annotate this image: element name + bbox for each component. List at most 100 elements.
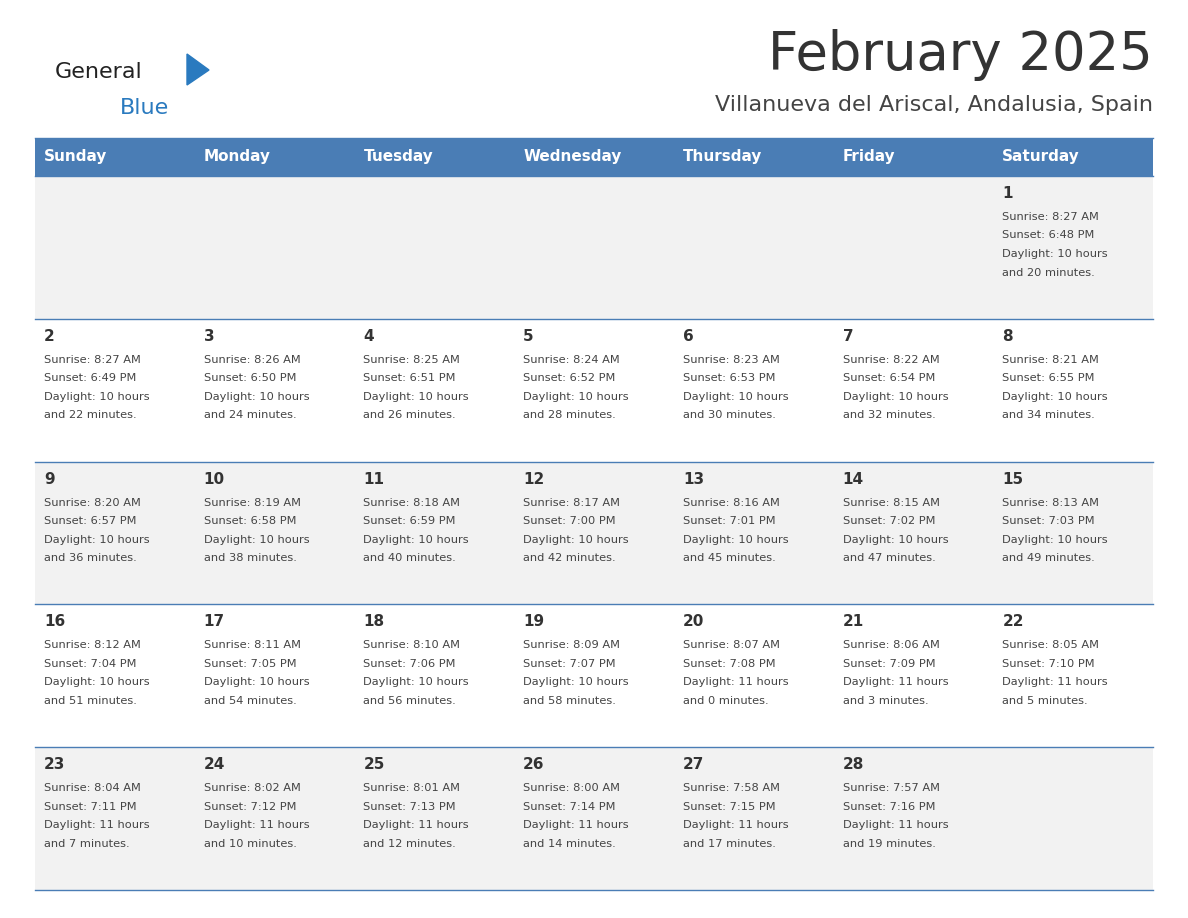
Text: 22: 22	[1003, 614, 1024, 630]
Text: Daylight: 10 hours: Daylight: 10 hours	[523, 392, 628, 402]
Text: 26: 26	[523, 757, 544, 772]
Text: Sunset: 6:57 PM: Sunset: 6:57 PM	[44, 516, 137, 526]
Text: Sunset: 7:01 PM: Sunset: 7:01 PM	[683, 516, 776, 526]
Bar	[834, 138, 993, 176]
Text: Sunset: 6:54 PM: Sunset: 6:54 PM	[842, 374, 935, 384]
Text: Monday: Monday	[203, 150, 271, 164]
Text: Sunrise: 8:15 AM: Sunrise: 8:15 AM	[842, 498, 940, 508]
Text: 24: 24	[203, 757, 225, 772]
Text: Villanueva del Ariscal, Andalusia, Spain: Villanueva del Ariscal, Andalusia, Spain	[715, 95, 1154, 115]
Text: Sunset: 6:48 PM: Sunset: 6:48 PM	[1003, 230, 1094, 241]
Bar	[34, 604, 1154, 747]
Text: Tuesday: Tuesday	[364, 150, 434, 164]
Text: Sunset: 6:55 PM: Sunset: 6:55 PM	[1003, 374, 1095, 384]
Text: Daylight: 10 hours: Daylight: 10 hours	[842, 534, 948, 544]
Text: Sunset: 6:51 PM: Sunset: 6:51 PM	[364, 374, 456, 384]
Text: Daylight: 10 hours: Daylight: 10 hours	[203, 392, 309, 402]
Text: 5: 5	[523, 329, 533, 344]
Text: Sunrise: 8:09 AM: Sunrise: 8:09 AM	[523, 641, 620, 650]
Text: Sunrise: 8:27 AM: Sunrise: 8:27 AM	[44, 354, 141, 364]
Bar	[354, 138, 514, 176]
Text: and 36 minutes.: and 36 minutes.	[44, 554, 137, 563]
Text: Daylight: 10 hours: Daylight: 10 hours	[683, 534, 789, 544]
Text: Sunrise: 8:27 AM: Sunrise: 8:27 AM	[1003, 212, 1099, 222]
Text: Daylight: 10 hours: Daylight: 10 hours	[44, 677, 150, 688]
Text: and 3 minutes.: and 3 minutes.	[842, 696, 928, 706]
Text: Daylight: 10 hours: Daylight: 10 hours	[683, 392, 789, 402]
Text: Sunset: 6:59 PM: Sunset: 6:59 PM	[364, 516, 456, 526]
Text: Blue: Blue	[120, 98, 169, 118]
Text: 6: 6	[683, 329, 694, 344]
Text: Daylight: 10 hours: Daylight: 10 hours	[523, 534, 628, 544]
Text: Daylight: 10 hours: Daylight: 10 hours	[1003, 392, 1108, 402]
Text: and 19 minutes.: and 19 minutes.	[842, 839, 935, 849]
Text: Sunrise: 7:58 AM: Sunrise: 7:58 AM	[683, 783, 779, 793]
Text: Daylight: 11 hours: Daylight: 11 hours	[842, 820, 948, 830]
Text: 4: 4	[364, 329, 374, 344]
Text: and 38 minutes.: and 38 minutes.	[203, 554, 297, 563]
Text: 20: 20	[683, 614, 704, 630]
Text: Daylight: 11 hours: Daylight: 11 hours	[842, 677, 948, 688]
Text: and 28 minutes.: and 28 minutes.	[523, 410, 615, 420]
Text: Daylight: 10 hours: Daylight: 10 hours	[44, 392, 150, 402]
Text: Sunrise: 8:16 AM: Sunrise: 8:16 AM	[683, 498, 779, 508]
Bar	[34, 747, 1154, 890]
Text: 19: 19	[523, 614, 544, 630]
Bar	[34, 319, 1154, 462]
Text: Sunrise: 8:00 AM: Sunrise: 8:00 AM	[523, 783, 620, 793]
Text: Daylight: 10 hours: Daylight: 10 hours	[203, 677, 309, 688]
Text: Sunset: 7:02 PM: Sunset: 7:02 PM	[842, 516, 935, 526]
Bar	[674, 138, 834, 176]
Text: Sunset: 7:03 PM: Sunset: 7:03 PM	[1003, 516, 1095, 526]
Text: Sunrise: 8:26 AM: Sunrise: 8:26 AM	[203, 354, 301, 364]
Text: 27: 27	[683, 757, 704, 772]
Text: Sunset: 7:12 PM: Sunset: 7:12 PM	[203, 801, 296, 812]
Text: 8: 8	[1003, 329, 1013, 344]
Text: Sunrise: 8:23 AM: Sunrise: 8:23 AM	[683, 354, 779, 364]
Text: Sunset: 7:05 PM: Sunset: 7:05 PM	[203, 659, 296, 669]
Bar	[195, 138, 354, 176]
Text: and 42 minutes.: and 42 minutes.	[523, 554, 615, 563]
Text: and 58 minutes.: and 58 minutes.	[523, 696, 617, 706]
Text: Thursday: Thursday	[683, 150, 763, 164]
Text: Sunrise: 8:02 AM: Sunrise: 8:02 AM	[203, 783, 301, 793]
Text: and 20 minutes.: and 20 minutes.	[1003, 267, 1095, 277]
Text: Daylight: 10 hours: Daylight: 10 hours	[203, 534, 309, 544]
Text: Daylight: 11 hours: Daylight: 11 hours	[683, 677, 789, 688]
Text: Sunrise: 8:01 AM: Sunrise: 8:01 AM	[364, 783, 461, 793]
Text: and 7 minutes.: and 7 minutes.	[44, 839, 129, 849]
Text: Daylight: 10 hours: Daylight: 10 hours	[364, 677, 469, 688]
Text: Sunrise: 7:57 AM: Sunrise: 7:57 AM	[842, 783, 940, 793]
Text: Sunrise: 8:07 AM: Sunrise: 8:07 AM	[683, 641, 779, 650]
Text: Sunrise: 8:24 AM: Sunrise: 8:24 AM	[523, 354, 620, 364]
Text: Daylight: 11 hours: Daylight: 11 hours	[364, 820, 469, 830]
Text: Daylight: 10 hours: Daylight: 10 hours	[1003, 249, 1108, 259]
Text: Sunrise: 8:05 AM: Sunrise: 8:05 AM	[1003, 641, 1099, 650]
Text: Daylight: 11 hours: Daylight: 11 hours	[683, 820, 789, 830]
Text: Sunrise: 8:12 AM: Sunrise: 8:12 AM	[44, 641, 141, 650]
Text: Sunset: 6:50 PM: Sunset: 6:50 PM	[203, 374, 296, 384]
Text: 28: 28	[842, 757, 864, 772]
Text: Sunrise: 8:21 AM: Sunrise: 8:21 AM	[1003, 354, 1099, 364]
Text: Daylight: 10 hours: Daylight: 10 hours	[842, 392, 948, 402]
Text: Sunset: 6:58 PM: Sunset: 6:58 PM	[203, 516, 296, 526]
Text: Sunrise: 8:13 AM: Sunrise: 8:13 AM	[1003, 498, 1099, 508]
Text: Sunrise: 8:11 AM: Sunrise: 8:11 AM	[203, 641, 301, 650]
Text: Daylight: 11 hours: Daylight: 11 hours	[1003, 677, 1108, 688]
Text: Sunset: 7:08 PM: Sunset: 7:08 PM	[683, 659, 776, 669]
Text: Daylight: 10 hours: Daylight: 10 hours	[44, 534, 150, 544]
Text: Friday: Friday	[842, 150, 896, 164]
Text: 10: 10	[203, 472, 225, 487]
Text: Sunset: 7:00 PM: Sunset: 7:00 PM	[523, 516, 615, 526]
Text: and 49 minutes.: and 49 minutes.	[1003, 554, 1095, 563]
Text: Sunrise: 8:04 AM: Sunrise: 8:04 AM	[44, 783, 141, 793]
Text: 13: 13	[683, 472, 704, 487]
Text: and 54 minutes.: and 54 minutes.	[203, 696, 297, 706]
Bar	[514, 138, 674, 176]
Bar	[993, 138, 1154, 176]
Text: and 40 minutes.: and 40 minutes.	[364, 554, 456, 563]
Text: 17: 17	[203, 614, 225, 630]
Text: Sunrise: 8:06 AM: Sunrise: 8:06 AM	[842, 641, 940, 650]
Text: Daylight: 11 hours: Daylight: 11 hours	[203, 820, 309, 830]
Text: Sunrise: 8:25 AM: Sunrise: 8:25 AM	[364, 354, 460, 364]
